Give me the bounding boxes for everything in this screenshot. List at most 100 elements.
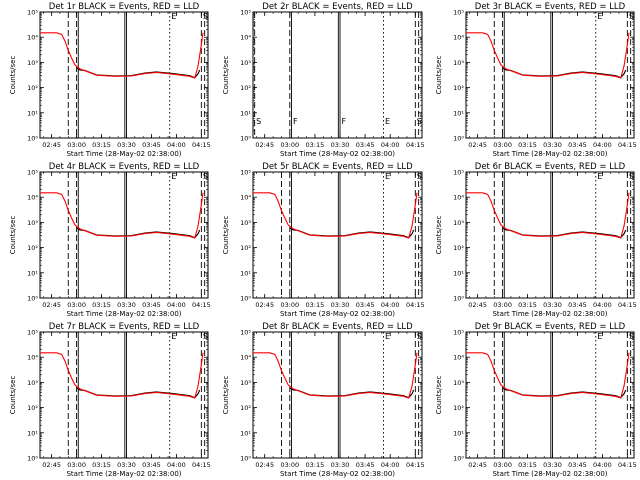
x-tick-label: 04:00 bbox=[167, 461, 186, 469]
time-marker-label: S bbox=[203, 12, 208, 21]
x-tick-label: 04:00 bbox=[381, 301, 400, 309]
y-axis-label: Counts/sec bbox=[9, 376, 17, 415]
y-tick-label: 10³ bbox=[27, 219, 38, 227]
x-tick-label: 02:45 bbox=[468, 301, 487, 309]
x-tick-label: 03:15 bbox=[518, 141, 537, 149]
x-tick-label: 03:15 bbox=[92, 141, 111, 149]
y-axis-label: Counts/sec bbox=[9, 216, 17, 255]
x-axis-label: Start Time (28-May-02 02:38:00) bbox=[66, 150, 181, 158]
y-tick-label: 10⁴ bbox=[240, 34, 251, 42]
time-marker-label: E bbox=[597, 172, 602, 181]
panel-title: Det 9r BLACK = Events, RED = LLD bbox=[475, 322, 626, 332]
y-tick-label: 10⁴ bbox=[453, 34, 464, 42]
time-marker-label: F bbox=[293, 117, 298, 126]
x-tick-label: 04:00 bbox=[167, 141, 186, 149]
y-tick-label: 10⁵ bbox=[27, 9, 38, 17]
x-tick-label: 03:00 bbox=[280, 461, 299, 469]
x-tick-label: 03:00 bbox=[280, 301, 299, 309]
events-series-line bbox=[502, 387, 627, 399]
events-series-line bbox=[289, 387, 415, 399]
x-tick-label: 04:00 bbox=[593, 141, 612, 149]
plot-frame bbox=[465, 11, 635, 139]
x-tick-label: 04:15 bbox=[618, 301, 637, 309]
y-tick-label: 10⁰ bbox=[453, 295, 464, 303]
x-tick-label: 03:30 bbox=[331, 301, 350, 309]
x-tick-label: 04:00 bbox=[381, 141, 400, 149]
panel-title: Det 4r BLACK = Events, RED = LLD bbox=[49, 162, 200, 172]
time-marker-label: S bbox=[417, 117, 422, 126]
x-tick-label: 04:00 bbox=[593, 461, 612, 469]
y-tick-label: 10⁰ bbox=[240, 455, 251, 463]
x-tick-label: 03:30 bbox=[117, 461, 136, 469]
x-axis-label: Start Time (28-May-02 02:38:00) bbox=[492, 150, 607, 158]
x-tick-label: 03:30 bbox=[117, 141, 136, 149]
panel-title: Det 6r BLACK = Events, RED = LLD bbox=[475, 162, 626, 172]
x-tick-label: 03:45 bbox=[356, 141, 375, 149]
time-marker-label: F bbox=[342, 117, 347, 126]
time-marker-label: S bbox=[203, 332, 208, 341]
plot-frame bbox=[252, 331, 423, 459]
y-tick-label: 10⁵ bbox=[453, 329, 464, 337]
x-tick-label: 03:15 bbox=[518, 461, 537, 469]
y-tick-label: 10¹ bbox=[453, 269, 464, 277]
y-tick-label: 10¹ bbox=[27, 429, 38, 437]
x-tick-label: 03:45 bbox=[568, 141, 587, 149]
x-tick-label: 04:00 bbox=[381, 461, 400, 469]
x-tick-label: 03:15 bbox=[306, 301, 325, 309]
time-marker-label: S bbox=[203, 172, 208, 181]
time-marker-label: E bbox=[171, 332, 176, 341]
time-marker-label: S bbox=[417, 172, 422, 181]
y-axis-label: Counts/sec bbox=[435, 56, 443, 95]
x-tick-label: 03:45 bbox=[356, 461, 375, 469]
y-axis-label: Counts/sec bbox=[435, 216, 443, 255]
y-tick-label: 10¹ bbox=[240, 109, 251, 117]
panel-det-3: Det 3r BLACK = Events, RED = LLD 10⁰ 10¹ 10… bbox=[435, 2, 637, 158]
x-axis-label: Start Time (28-May-02 02:38:00) bbox=[66, 310, 181, 318]
y-tick-label: 10⁴ bbox=[240, 194, 251, 202]
panel-det-2: Det 2r BLACK = Events, RED = LLD 10⁰ 10¹ 10… bbox=[222, 2, 425, 158]
y-tick-label: 10⁵ bbox=[27, 329, 38, 337]
y-tick-label: 10⁵ bbox=[240, 169, 251, 177]
y-axis-label: Counts/sec bbox=[435, 376, 443, 415]
y-tick-label: 10¹ bbox=[240, 269, 251, 277]
x-tick-label: 04:15 bbox=[406, 301, 425, 309]
x-tick-label: 02:45 bbox=[42, 461, 61, 469]
lld-series-line bbox=[40, 32, 204, 79]
x-tick-label: 03:45 bbox=[568, 301, 587, 309]
x-tick-label: 02:45 bbox=[255, 461, 274, 469]
y-tick-label: 10² bbox=[240, 404, 251, 412]
y-axis-label: Counts/sec bbox=[222, 216, 230, 255]
x-tick-label: 03:00 bbox=[67, 301, 86, 309]
y-tick-label: 10³ bbox=[27, 59, 38, 67]
y-tick-label: 10² bbox=[27, 84, 38, 92]
x-tick-label: 02:45 bbox=[468, 141, 487, 149]
x-tick-label: 03:00 bbox=[493, 141, 512, 149]
x-tick-label: 03:15 bbox=[306, 141, 325, 149]
y-tick-label: 10² bbox=[27, 404, 38, 412]
time-marker-label: S bbox=[629, 12, 634, 21]
y-tick-label: 10¹ bbox=[240, 429, 251, 437]
panel-title: Det 1r BLACK = Events, RED = LLD bbox=[49, 2, 200, 12]
x-tick-label: 04:00 bbox=[167, 301, 186, 309]
events-series-line bbox=[76, 67, 201, 79]
time-marker-label: E bbox=[171, 12, 176, 21]
panel-det-7: Det 7r BLACK = Events, RED = LLD 10⁰ 10¹ 10… bbox=[9, 322, 211, 478]
x-tick-label: 02:45 bbox=[255, 301, 274, 309]
events-series-line bbox=[502, 227, 627, 239]
events-series-line bbox=[76, 387, 201, 399]
y-tick-label: 10¹ bbox=[27, 269, 38, 277]
time-marker-label: E bbox=[171, 172, 176, 181]
x-tick-label: 03:15 bbox=[518, 301, 537, 309]
x-tick-label: 02:45 bbox=[468, 461, 487, 469]
panel-title: Det 2r BLACK = Events, RED = LLD bbox=[262, 2, 413, 12]
y-tick-label: 10⁴ bbox=[453, 194, 464, 202]
y-tick-label: 10⁵ bbox=[27, 169, 38, 177]
x-tick-label: 03:00 bbox=[280, 141, 299, 149]
y-tick-label: 10⁴ bbox=[453, 354, 464, 362]
y-tick-label: 10³ bbox=[240, 379, 251, 387]
x-tick-label: 03:45 bbox=[142, 461, 161, 469]
y-tick-label: 10⁴ bbox=[27, 194, 38, 202]
events-series-line bbox=[502, 67, 627, 79]
x-tick-label: 03:30 bbox=[117, 301, 136, 309]
y-tick-label: 10¹ bbox=[453, 429, 464, 437]
